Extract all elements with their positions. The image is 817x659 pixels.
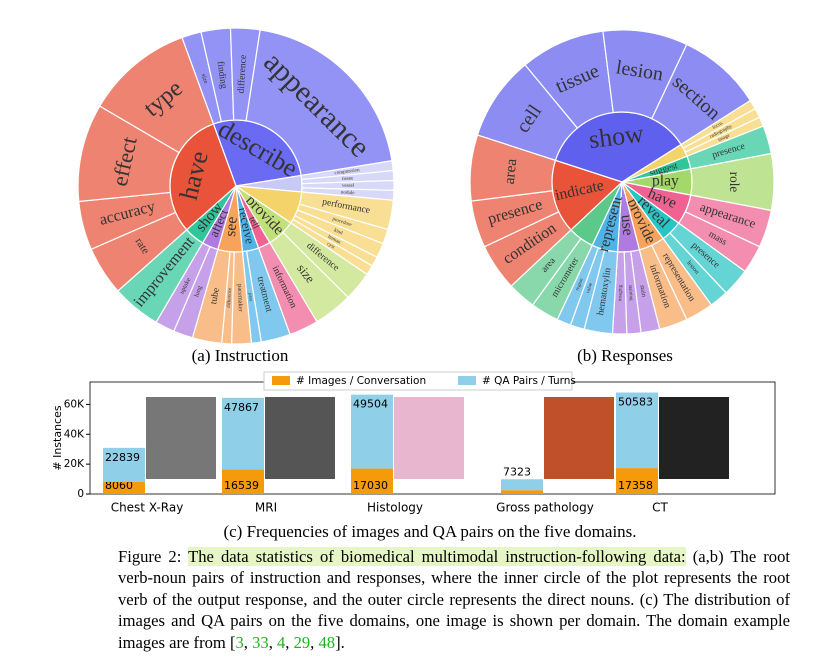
bar [616, 468, 658, 494]
value-label: 7323 [503, 465, 531, 478]
segment-label: region [575, 277, 585, 291]
y-tick-label: 20K [64, 458, 85, 470]
segment-label: human [327, 235, 342, 246]
bar [351, 468, 393, 494]
value-label: 8060 [105, 479, 133, 492]
panel-caption: (a) Instruction [192, 346, 289, 365]
y-tick-label: 0 [77, 488, 84, 500]
example-image [659, 397, 729, 479]
segment-label: use [618, 214, 637, 236]
bar [616, 392, 658, 469]
outer-segment [98, 36, 215, 154]
bar [501, 490, 543, 494]
segment-label: pass [247, 293, 253, 302]
caption-ref: 33 [252, 632, 269, 652]
segment-label: nodule [341, 190, 356, 196]
value-label: 50583 [618, 396, 653, 409]
bar [222, 397, 264, 470]
legend-swatch [272, 376, 290, 385]
panel-caption: (b) Responses [577, 346, 673, 365]
segment-label: procedure [332, 217, 353, 228]
bar [222, 469, 264, 494]
caption-ref-separator: , [268, 632, 277, 652]
legend-label: # QA Pairs / Turns [482, 375, 576, 387]
segment-label: tube [208, 287, 222, 305]
legend-label: # Images / Conversation [296, 375, 426, 387]
caption-ref-separator: , [243, 632, 253, 652]
legend-swatch [458, 376, 476, 385]
example-image [544, 397, 614, 479]
x-tick-label: Chest X-Ray [111, 501, 184, 515]
y-tick-label: 40K [64, 428, 85, 440]
caption-ref-separator: , [285, 632, 294, 652]
panel-caption: (c) Frequencies of images and QA pairs o… [223, 522, 636, 541]
legend-box [263, 371, 573, 391]
y-tick-label: 60K [64, 398, 85, 410]
value-label: 47867 [224, 401, 259, 414]
x-tick-label: Gross pathology [496, 501, 594, 515]
bar [103, 481, 145, 494]
value-label: 17358 [618, 479, 653, 492]
outer-segment [245, 29, 393, 177]
segment-label: compression [334, 168, 360, 176]
caption-ref: 29 [293, 632, 311, 652]
caption-ref: 48 [318, 632, 336, 652]
segment-label: role [727, 172, 742, 193]
segment-label: value [586, 282, 594, 295]
caption-refs: 3, 33, 4, 29, 48 [236, 633, 336, 652]
caption-refs-open: [ [229, 632, 236, 652]
figure-caption: Figure 2: The data statistics of biomedi… [118, 546, 790, 653]
example-image [146, 397, 216, 479]
segment-label: finding [215, 60, 230, 89]
segment-label: imaging [618, 284, 623, 301]
x-tick-label: Histology [367, 501, 423, 515]
segment-label: size [200, 73, 210, 85]
segment-label: show [587, 119, 645, 155]
caption-text: (a,b) The root verb-noun pairs of instru… [118, 547, 791, 652]
segment-label: cyst [326, 242, 336, 251]
value-label: 49504 [353, 398, 388, 411]
segment-label: image [718, 133, 732, 143]
segment-label: play [652, 173, 679, 190]
segment-label: area [501, 158, 520, 185]
segment-label: lung [193, 284, 204, 298]
segment-label: pacemaker [236, 284, 244, 313]
bar [501, 479, 543, 491]
example-image [265, 397, 335, 479]
x-tick-label: CT [652, 501, 668, 515]
caption-label: Figure 2: [118, 547, 182, 566]
bar [351, 394, 393, 469]
segment-label: stain [638, 284, 647, 298]
caption-ref: 3 [235, 632, 244, 652]
bar-chart: 0 20K 40K 60K# Instances Chest X-Ray 8060 2283… [51, 371, 776, 515]
segment-label: see [222, 216, 241, 237]
x-tick-label: MRI [255, 501, 277, 515]
outer-segment [469, 134, 557, 202]
caption-ref: 4 [276, 632, 286, 652]
value-label: 17030 [353, 479, 388, 492]
caption-highlight: The data statistics of biomedical multim… [188, 547, 686, 566]
segment-label: staining [627, 285, 633, 302]
value-label: 22839 [105, 451, 140, 464]
y-axis-label: # Instances [51, 405, 64, 471]
value-label: 16539 [224, 479, 259, 492]
segment-label: tissue [342, 176, 354, 182]
segment-label: difference [227, 287, 233, 308]
segment-label: focus [712, 121, 724, 131]
segment-label: vessel [342, 184, 355, 189]
example-image [394, 397, 464, 479]
caption-refs-close: ]. [335, 632, 345, 652]
legend: # Images / Conversation # QA Pairs / Turn… [263, 371, 576, 391]
segment-label: difference [236, 55, 249, 94]
bar [103, 447, 145, 482]
caption-ref-separator: , [310, 632, 319, 652]
segment-label: kind [333, 228, 344, 236]
